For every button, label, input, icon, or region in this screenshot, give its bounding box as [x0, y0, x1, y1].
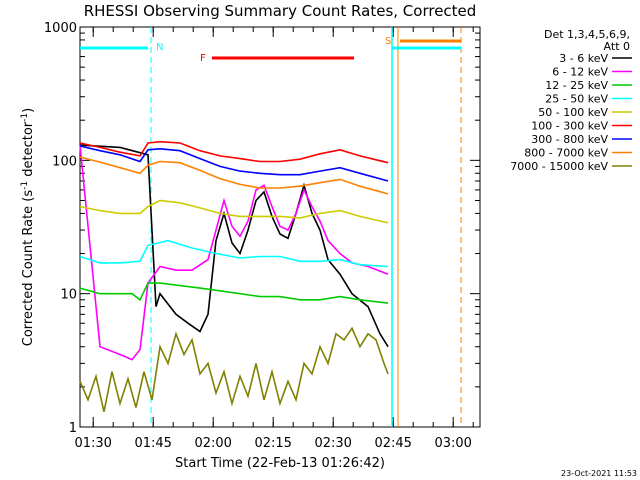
series-line-12-25-kev	[79, 282, 389, 304]
y-label-part-3: )	[21, 108, 36, 113]
x-tick-label: 01:30	[74, 436, 111, 451]
legend-label-12-25-kev: 12 - 25 keV	[545, 79, 608, 92]
series-line-800-7000-kev	[79, 156, 389, 195]
legend-header-line-1: Det 1,3,4,5,6,9,	[544, 28, 630, 41]
legend-header-line-2: Att 0	[604, 40, 630, 53]
legend-label-25-50-kev: 25 - 50 keV	[545, 93, 608, 106]
x-tick-label: 01:45	[134, 436, 171, 451]
series-line-7000-15000-kev	[79, 326, 389, 412]
series-line-50-100-kev	[79, 199, 389, 224]
y-label-sup-2: -1	[20, 113, 30, 122]
x-tick-label: 02:00	[194, 436, 231, 451]
series-line-300-800-kev	[79, 145, 389, 182]
y-label-part-1: Corrected Count Rate (s	[21, 190, 36, 347]
x-tick-label: 03:00	[434, 436, 471, 451]
x-tick-label: 02:45	[374, 436, 411, 451]
y-axis-label: Corrected Count Rate (s-1 detector-1)	[20, 108, 36, 346]
chart-title: RHESSI Observing Summary Count Rates, Co…	[84, 2, 477, 20]
y-tick-label: 100	[52, 154, 77, 169]
y-label-sup-1: -1	[20, 181, 30, 190]
legend-label-800-7000-kev: 800 - 7000 keV	[524, 147, 608, 160]
saa-label: S	[385, 36, 391, 47]
y-tick-label: 1	[69, 421, 77, 436]
x-axis-ticks: 01:30 01:45 02:00 02:15 02:30 02:45 03:00	[74, 27, 474, 451]
y-axis-ticks: 1 10 100 1000	[44, 21, 480, 436]
legend-label-3-6-kev: 3 - 6 keV	[559, 52, 608, 65]
x-tick-label: 02:30	[314, 436, 351, 451]
plot-frame	[79, 26, 481, 428]
observing-flags: N F S	[80, 27, 462, 427]
series-line-25-50-kev	[79, 239, 389, 268]
x-tick-label: 02:15	[254, 436, 291, 451]
x-axis-label: Start Time (22-Feb-13 01:26:42)	[175, 456, 385, 471]
y-tick-label: 10	[60, 288, 77, 303]
series-line-3-6-kev	[79, 144, 389, 348]
y-tick-label: 1000	[44, 21, 77, 36]
y-label-part-2: detector	[21, 121, 36, 181]
legend-label-100-300-kev: 100 - 300 keV	[531, 120, 608, 133]
series-line-6-12-kev	[79, 145, 389, 361]
night-label: N	[156, 42, 163, 53]
legend-label-300-800-kev: 300 - 800 keV	[531, 133, 608, 146]
timestamp: 23-Oct-2021 11:53	[561, 469, 637, 478]
series-line-100-300-kev	[79, 140, 389, 164]
legend-label-6-12-kev: 6 - 12 keV	[552, 66, 608, 79]
legend-label-50-100-kev: 50 - 100 keV	[538, 106, 608, 119]
plot-border	[79, 26, 481, 428]
legend-label-7000-15000-kev: 7000 - 15000 keV	[510, 160, 608, 173]
data-series	[79, 140, 389, 412]
flare-label: F	[200, 53, 206, 64]
